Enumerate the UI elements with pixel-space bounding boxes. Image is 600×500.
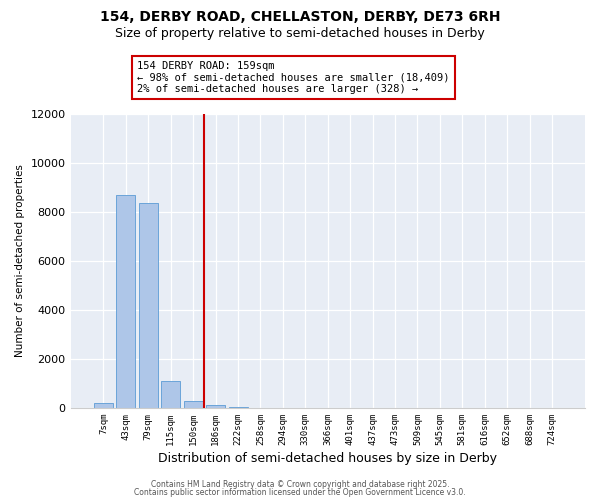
Text: Contains public sector information licensed under the Open Government Licence v3: Contains public sector information licen…	[134, 488, 466, 497]
Bar	[229, 406, 248, 408]
Text: Contains HM Land Registry data © Crown copyright and database right 2025.: Contains HM Land Registry data © Crown c…	[151, 480, 449, 489]
Text: Size of property relative to semi-detached houses in Derby: Size of property relative to semi-detach…	[115, 28, 485, 40]
Bar	[94, 403, 113, 408]
Text: 154 DERBY ROAD: 159sqm
← 98% of semi-detached houses are smaller (18,409)
2% of : 154 DERBY ROAD: 159sqm ← 98% of semi-det…	[137, 61, 449, 94]
Y-axis label: Number of semi-detached properties: Number of semi-detached properties	[15, 164, 25, 358]
Text: 154, DERBY ROAD, CHELLASTON, DERBY, DE73 6RH: 154, DERBY ROAD, CHELLASTON, DERBY, DE73…	[100, 10, 500, 24]
Bar	[184, 400, 203, 408]
Bar	[116, 194, 136, 408]
Bar	[161, 381, 180, 408]
X-axis label: Distribution of semi-detached houses by size in Derby: Distribution of semi-detached houses by …	[158, 452, 497, 465]
Bar	[206, 406, 225, 408]
Bar	[139, 204, 158, 408]
